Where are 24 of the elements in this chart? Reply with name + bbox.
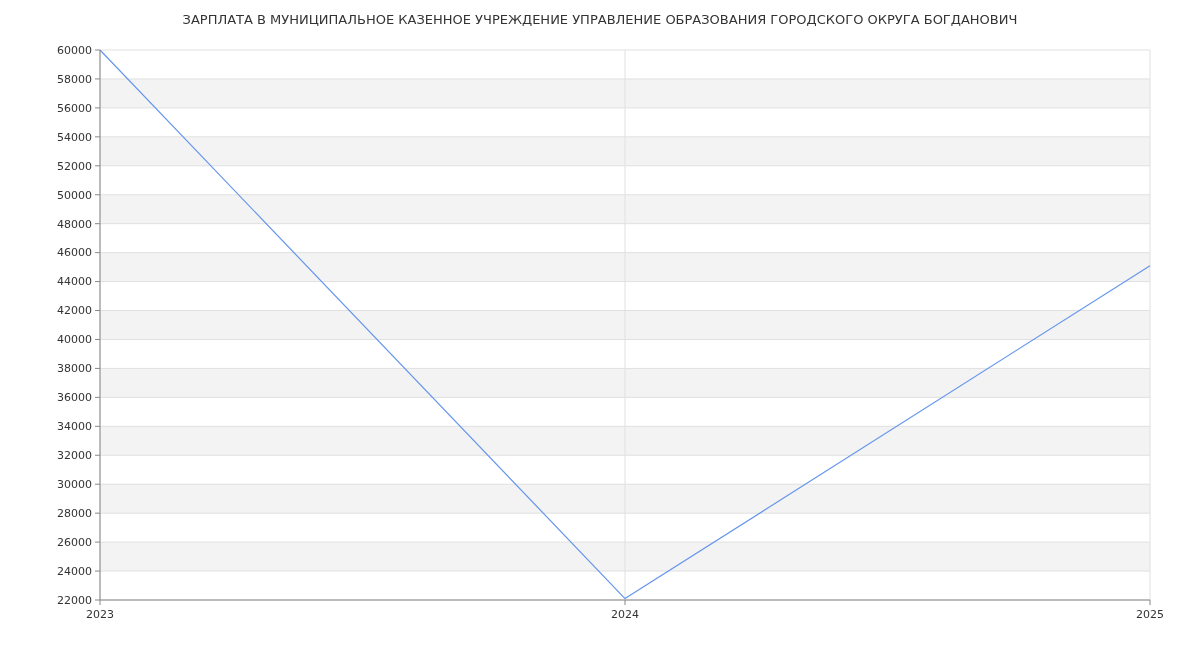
y-tick-label: 30000: [57, 478, 92, 492]
y-tick-label: 40000: [57, 333, 92, 347]
y-tick-label: 32000: [57, 449, 92, 463]
y-tick-label: 52000: [57, 159, 92, 173]
chart-title: ЗАРПЛАТА В МУНИЦИПАЛЬНОЕ КАЗЕННОЕ УЧРЕЖДЕНИЕ УПРАВЛЕНИЕ ОБРАЗОВАНИЯ ГОРОДСКОГО ОКРУГА БОГДАНОВИЧ: [182, 12, 1018, 27]
y-tick-label: 36000: [57, 391, 92, 405]
y-tick-label: 38000: [57, 362, 92, 376]
y-tick-label: 34000: [57, 420, 92, 434]
y-tick-label: 28000: [57, 507, 92, 521]
y-tick-label: 60000: [57, 43, 92, 57]
y-tick-label: 56000: [57, 101, 92, 115]
y-tick-label: 22000: [57, 593, 92, 607]
y-tick-label: 42000: [57, 304, 92, 318]
x-tick-label: 2024: [611, 608, 639, 621]
y-tick-label: 58000: [57, 72, 92, 86]
y-tick-label: 50000: [57, 188, 92, 202]
y-tick-label: 24000: [57, 564, 92, 578]
y-tick-label: 46000: [57, 246, 92, 260]
y-tick-label: 54000: [57, 130, 92, 144]
x-tick-label: 2023: [86, 608, 114, 621]
y-tick-label: 44000: [57, 275, 92, 289]
y-tick-label: 26000: [57, 535, 92, 549]
y-tick-label: 48000: [57, 217, 92, 231]
x-tick-label: 2025: [1136, 608, 1164, 621]
